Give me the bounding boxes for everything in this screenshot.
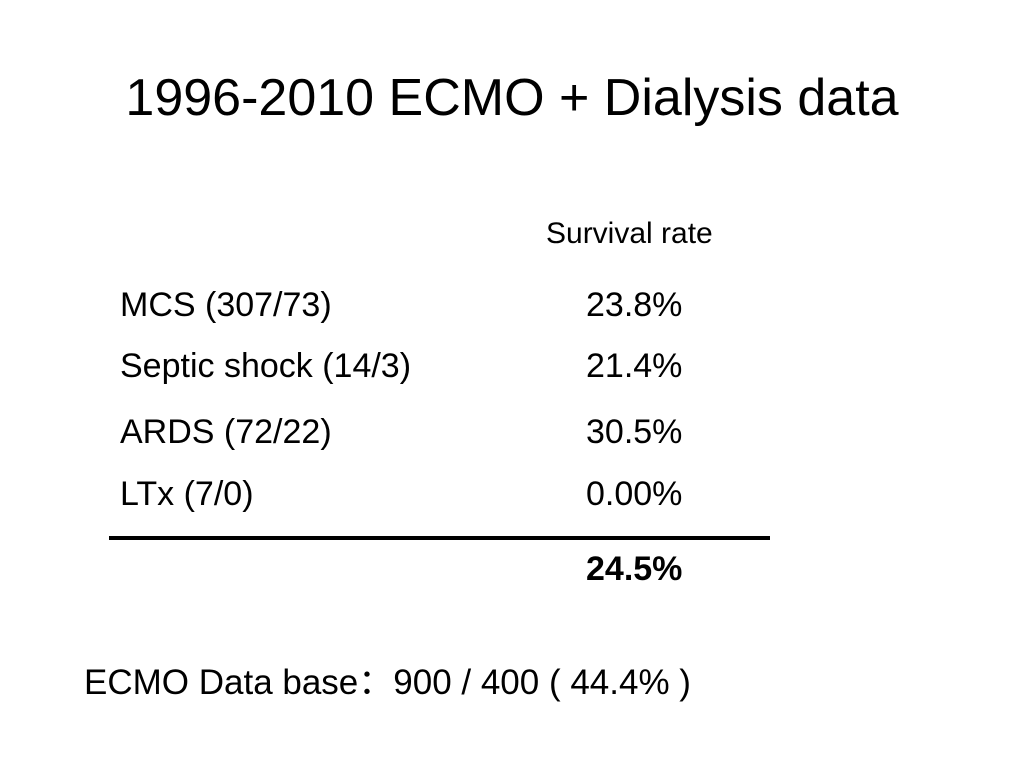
row-value: 0.00% xyxy=(586,475,683,513)
row-label: LTx (7/0) xyxy=(120,475,254,513)
row-label: MCS (307/73) xyxy=(120,286,332,324)
row-label: ARDS (72/22) xyxy=(120,413,332,451)
total-survival-rate: 24.5% xyxy=(586,550,683,588)
total-divider xyxy=(109,536,770,540)
row-label: Septic shock (14/3) xyxy=(120,347,412,385)
row-value: 30.5% xyxy=(586,413,683,451)
database-footnote: ECMO Data base：900 / 400 ( 44.4% ) xyxy=(84,663,691,702)
row-value: 21.4% xyxy=(586,347,683,385)
column-header-survival-rate: Survival rate xyxy=(546,217,713,250)
row-value: 23.8% xyxy=(586,286,683,324)
slide-title: 1996-2010 ECMO + Dialysis data xyxy=(125,69,899,127)
